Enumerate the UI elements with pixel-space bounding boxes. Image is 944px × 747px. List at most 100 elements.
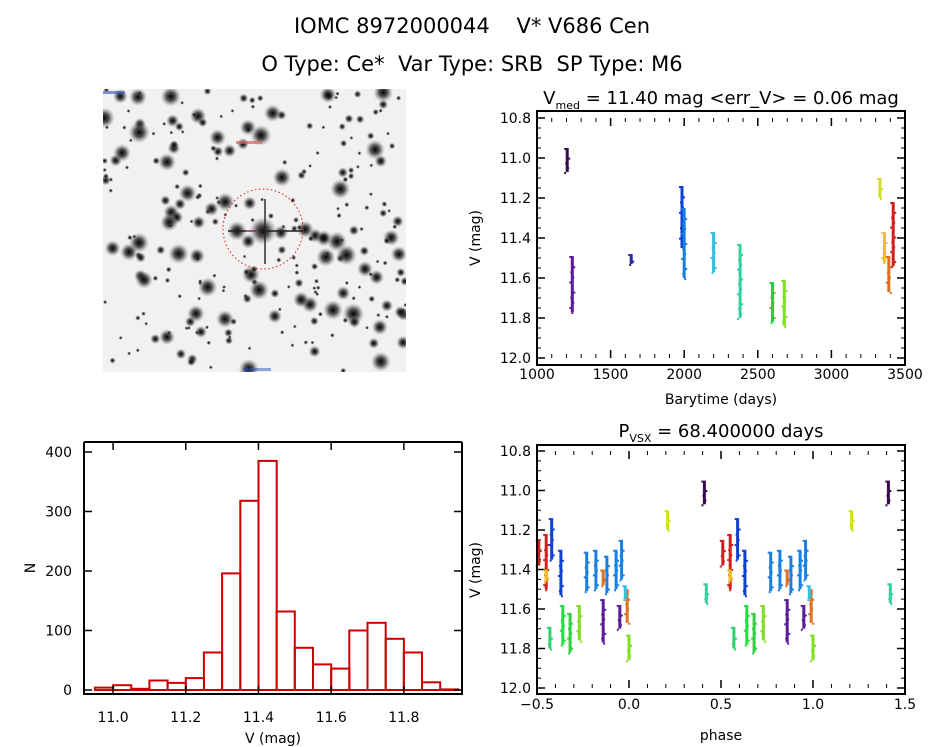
phase-curve-data-point <box>545 539 548 541</box>
phase-curve-data-point <box>702 494 705 497</box>
thumbnail-star <box>349 135 354 140</box>
light-curve-data-cluster <box>887 256 891 292</box>
phase-curve-data-point <box>803 554 806 557</box>
phase-curve-data-point <box>801 584 804 587</box>
light-curve-data-point <box>885 281 888 284</box>
thumbnail-star <box>250 104 256 109</box>
thumbnail-star <box>403 302 406 308</box>
phase-curve-ytick-label: 11.8 <box>500 642 531 658</box>
thumbnail-star <box>351 296 356 301</box>
phase-curve-xtick-label: 1.0 <box>802 697 824 713</box>
light-curve-data-point <box>773 317 776 319</box>
phase-curve-ytick-label: 12.0 <box>500 681 531 697</box>
phase-curve-data-point <box>586 571 589 574</box>
thumbnail-star <box>316 247 336 267</box>
light-curve-data-point <box>891 266 894 268</box>
light-curve-data-point <box>740 288 743 291</box>
light-curve-xtick-label: 1000 <box>519 367 555 383</box>
light-curve-data-point <box>572 301 575 304</box>
light-curve-data-point <box>770 297 773 299</box>
light-curve-ytick-label: 11.2 <box>500 191 531 207</box>
thumbnail-star <box>383 237 391 245</box>
phase-curve-data-point <box>744 569 747 572</box>
thumbnail-star <box>150 333 161 345</box>
light-curve-data-point <box>890 202 893 204</box>
phase-curve-data-point <box>584 566 587 569</box>
light-curve-data-point <box>682 206 684 209</box>
thumbnail-star <box>203 89 212 96</box>
phase-curve-data-point <box>808 613 811 616</box>
thumbnail-star <box>256 94 264 102</box>
histogram-bar <box>202 651 224 691</box>
phase-curve-data-point <box>889 490 892 493</box>
phase-curve-data-point <box>760 605 763 607</box>
thumbnail-star <box>215 195 220 200</box>
phase-curve-data-point <box>557 549 560 552</box>
phase-curve-data-point <box>571 622 574 625</box>
phase-curve-data-point <box>626 634 628 637</box>
phase-curve-data-point <box>743 629 746 632</box>
phase-curve-data-point <box>778 579 781 582</box>
light-curve-title-prefix: V <box>543 88 556 109</box>
phase-curve-data-point <box>628 639 630 642</box>
figure-title-line-1: IOMC 8972000044 V* V686 Cen <box>293 14 651 38</box>
phase-curve-data-point <box>745 610 748 612</box>
thumbnail-star <box>113 143 131 162</box>
phase-curve-data-point <box>613 549 616 552</box>
phase-curve-data-point <box>550 523 553 526</box>
sky-thumbnail-image <box>103 89 406 372</box>
phase-curve-data-point <box>809 603 812 606</box>
light-curve-xtick-label: 1500 <box>593 367 629 383</box>
phase-curve-data-point <box>559 554 562 557</box>
phase-curve-data-point <box>751 612 754 615</box>
phase-curve-data-point <box>667 530 670 532</box>
light-curve-data-point <box>770 322 773 324</box>
light-curve-data-point <box>882 247 885 249</box>
phase-curve-data-point <box>730 626 733 629</box>
phase-curve-data-point <box>619 579 622 582</box>
phase-curve-data-point <box>804 544 807 547</box>
thumbnail-star <box>376 312 381 318</box>
phase-curve-data-point <box>547 643 550 646</box>
phase-curve-data-point <box>617 619 620 622</box>
thumbnail-star <box>212 273 217 278</box>
phase-curve-data-point <box>704 499 707 502</box>
thumbnail-star <box>197 183 203 189</box>
light-curve-data-point <box>881 188 883 190</box>
thumbnail-star <box>168 243 189 264</box>
thumbnail-star <box>233 203 239 208</box>
thumbnail-star <box>277 245 287 255</box>
thumbnail-star <box>192 215 206 230</box>
phase-curve-data-point <box>549 533 552 536</box>
light-curve-data-point <box>739 298 742 301</box>
phase-curve-data-point <box>705 490 708 493</box>
phase-curve-data-point <box>738 528 741 531</box>
phase-curve-data-point <box>585 556 588 559</box>
thumbnail-star <box>180 100 185 105</box>
thumbnail-star <box>242 254 247 259</box>
phase-curve-data-point <box>587 561 590 564</box>
light-curve-data-point <box>681 242 683 245</box>
thumbnail-star <box>135 315 141 321</box>
phase-curve-data-point <box>580 615 583 618</box>
thumbnail-star <box>103 299 108 305</box>
light-curve-data-point <box>573 291 576 294</box>
light-curve-data-point <box>894 211 897 214</box>
phase-curve-data-point <box>743 580 746 582</box>
thumbnail-star <box>379 209 388 218</box>
light-curve-data-point <box>773 292 776 294</box>
phase-curve-data-cluster <box>811 634 815 661</box>
light-curve-data-point <box>710 257 713 259</box>
light-curve-data-point <box>679 211 681 214</box>
thumbnail-corner-label <box>103 91 125 94</box>
phase-curve-data-point <box>552 554 555 557</box>
thumbnail-star <box>355 114 365 124</box>
phase-curve-data-point <box>798 564 801 567</box>
thumbnail-star <box>327 104 333 110</box>
light-curve-data-point <box>568 157 571 160</box>
light-curve-data-point <box>710 232 713 234</box>
phase-curve-data-cluster <box>623 585 627 600</box>
phase-curve-data-point <box>770 571 773 574</box>
phase-curve-data-point <box>543 559 546 562</box>
